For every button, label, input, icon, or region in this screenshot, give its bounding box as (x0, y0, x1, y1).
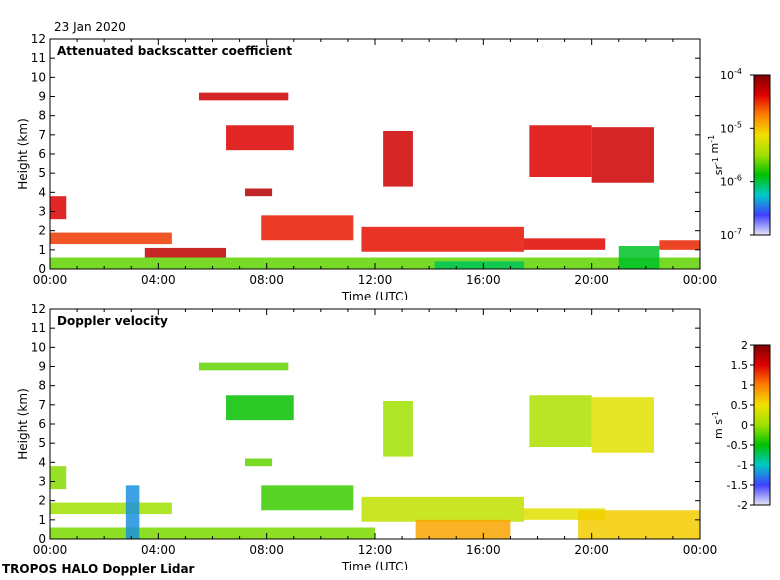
signal-cloud-low-c (261, 485, 354, 511)
date-label: 23 Jan 2020 (54, 20, 126, 34)
y-tick-label: 12 (31, 302, 46, 316)
colorbar-unit-label: sr-1 m-1 (707, 135, 725, 175)
x-tick-label: 20:00 (574, 543, 609, 557)
signal-ice-cloud-high-1 (198, 92, 289, 101)
signal-ice-cloud-high-1 (198, 362, 289, 371)
y-tick-label: 9 (38, 360, 46, 374)
x-tick-label: 00:00 (33, 543, 68, 557)
x-tick-label: 00:00 (33, 273, 68, 287)
signal-ice-cloud-high-6 (591, 397, 654, 453)
y-tick-label: 12 (31, 32, 46, 46)
signal-cloud-low-b (144, 247, 227, 258)
colorbar-tick-label: 10-4 (720, 67, 742, 82)
y-tick-label: 11 (31, 51, 46, 65)
colorbar-tick-label: 2 (741, 339, 748, 352)
x-axis-label: Time (UTC) (341, 560, 408, 570)
x-tick-label: 08:00 (249, 543, 284, 557)
y-tick-label: 4 (38, 455, 46, 469)
colorbar-tick-label: -0.5 (727, 439, 748, 452)
y-tick-label: 3 (38, 205, 46, 219)
colorbar-tick-label: 10-7 (720, 227, 742, 242)
colorbar-tick-label: -1.5 (727, 479, 748, 492)
colorbar-tick-label: 1 (741, 379, 748, 392)
signal-aerosol-layer (50, 232, 172, 245)
colorbar-tick-label: 0 (741, 419, 748, 432)
y-axis-label: Height (km) (16, 118, 30, 189)
x-tick-label: 00:00 (683, 543, 718, 557)
y-tick-label: 8 (38, 379, 46, 393)
colorbar-tick-label: 10-6 (720, 174, 742, 189)
x-tick-label: 04:00 (141, 543, 176, 557)
y-tick-label: 0 (38, 262, 46, 276)
y-tick-label: 2 (38, 224, 46, 238)
signal-ice-cloud-high-3 (245, 188, 273, 197)
y-tick-label: 7 (38, 398, 46, 412)
signal-updraft-plume (125, 485, 140, 539)
signal-cloud-low-e (523, 508, 606, 520)
x-tick-label: 20:00 (574, 273, 609, 287)
signal-ice-cloud-high-5 (529, 395, 592, 447)
colorbar-tick-label: -2 (737, 499, 748, 512)
signal-ice-cloud-high-6 (591, 127, 654, 183)
panel-title: Doppler velocity (57, 314, 168, 328)
signal-cloud-low-a (50, 466, 67, 490)
signal-cloud-low-d (361, 226, 524, 252)
footer-label: TROPOS HALO Doppler Lidar (2, 562, 195, 576)
y-tick-label: 6 (38, 147, 46, 161)
y-tick-label: 5 (38, 436, 46, 450)
x-tick-label: 16:00 (466, 543, 501, 557)
colorbar-tick-label: -1 (737, 459, 748, 472)
y-tick-label: 2 (38, 494, 46, 508)
signal-ice-cloud-high-3 (245, 458, 273, 467)
panel-title: Attenuated backscatter coefficient (57, 44, 292, 58)
signal-ice-cloud-high-5 (529, 125, 592, 177)
x-tick-label: 04:00 (141, 273, 176, 287)
signal-cloud-low-d (361, 496, 524, 522)
y-tick-label: 5 (38, 166, 46, 180)
y-tick-label: 10 (31, 340, 46, 354)
signal-boundary-layer (50, 527, 375, 539)
y-tick-label: 8 (38, 109, 46, 123)
signal-turbulence-a (415, 519, 511, 539)
y-tick-label: 1 (38, 513, 46, 527)
y-tick-label: 6 (38, 417, 46, 431)
y-tick-label: 3 (38, 475, 46, 489)
y-tick-label: 1 (38, 243, 46, 257)
signal-ice-cloud-high-2 (226, 125, 294, 151)
signal-clear-air-a (434, 261, 524, 269)
x-tick-label: 12:00 (358, 273, 393, 287)
signal-turbulence-b (578, 510, 700, 539)
x-tick-label: 16:00 (466, 273, 501, 287)
y-tick-label: 10 (31, 70, 46, 84)
signal-ice-cloud-high-4 (383, 131, 413, 187)
y-tick-label: 7 (38, 128, 46, 142)
signal-ice-cloud-high-4 (383, 401, 413, 457)
colorbar-unit-label: m s-1 (711, 411, 725, 439)
signal-clear-air-b (618, 246, 660, 269)
y-tick-label: 9 (38, 90, 46, 104)
x-tick-label: 12:00 (358, 543, 393, 557)
x-tick-label: 00:00 (683, 273, 718, 287)
colorbar (753, 344, 771, 506)
y-axis-label: Height (km) (16, 388, 30, 459)
signal-ice-cloud-high-2 (226, 395, 294, 421)
y-tick-label: 0 (38, 532, 46, 546)
x-axis-label: Time (UTC) (341, 290, 408, 300)
y-tick-label: 11 (31, 321, 46, 335)
y-tick-label: 4 (38, 185, 46, 199)
colorbar (753, 74, 771, 236)
colorbar-tick-label: 0.5 (731, 399, 749, 412)
signal-cloud-low-f (659, 240, 700, 250)
colorbar-tick-label: 10-5 (720, 120, 742, 135)
x-tick-label: 08:00 (249, 273, 284, 287)
signal-aerosol-layer (50, 502, 172, 515)
signal-cloud-low-c (261, 215, 354, 241)
colorbar-tick-label: 1.5 (731, 359, 749, 372)
signal-cloud-low-e (523, 238, 606, 250)
signal-cloud-low-a (50, 196, 67, 220)
